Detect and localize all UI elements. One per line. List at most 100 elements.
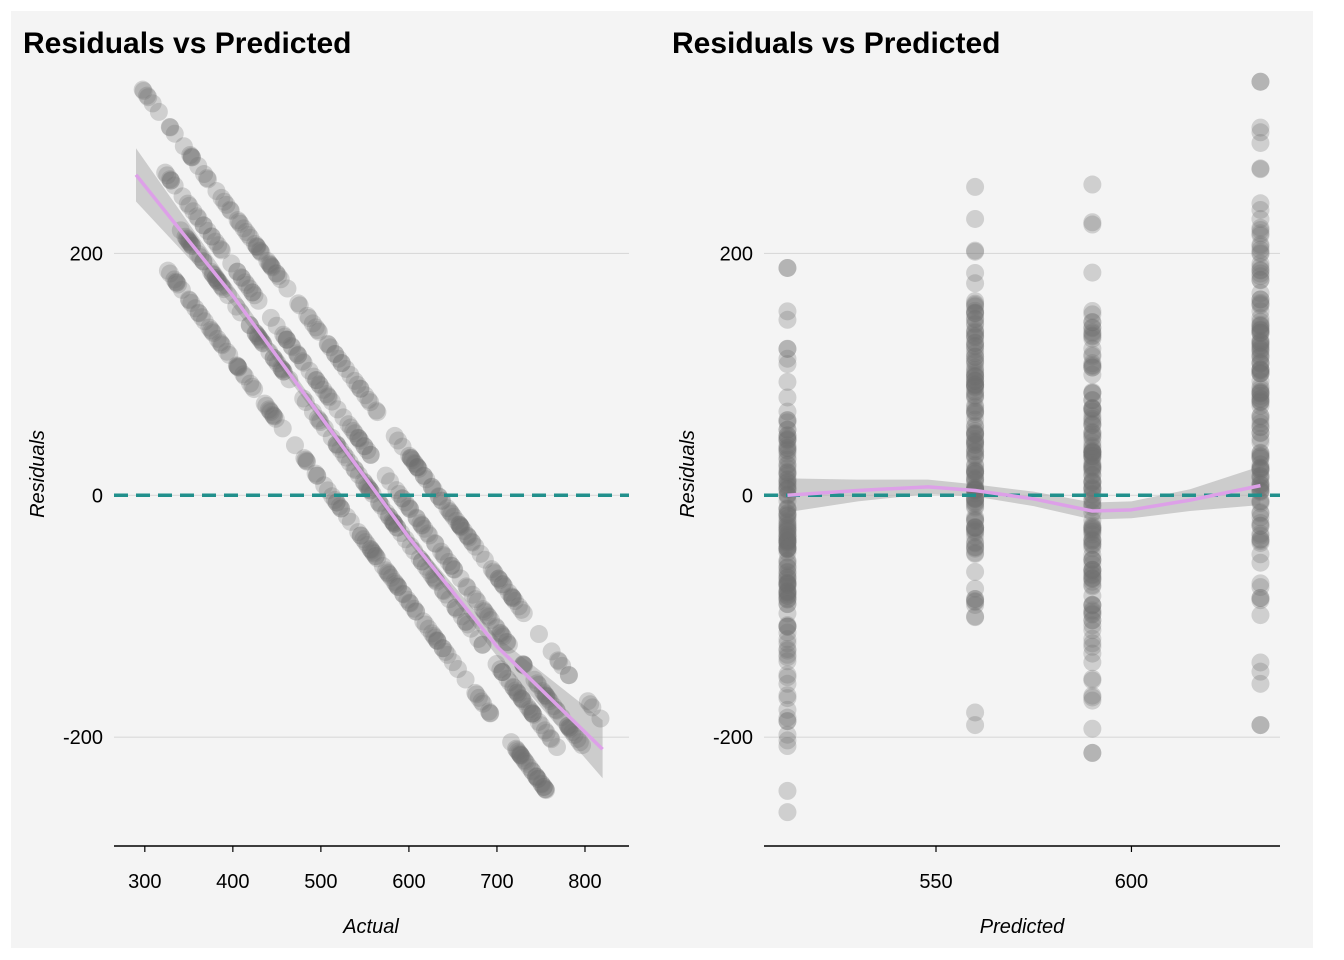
data-point [966,241,985,260]
data-point [544,697,563,716]
data-point [966,523,985,542]
data-point [229,358,248,377]
data-point [778,302,797,321]
data-point [1083,438,1102,457]
data-point [457,577,476,596]
data-point [778,552,797,571]
data-point [778,617,797,636]
data-point [480,704,499,723]
data-point [778,700,797,719]
data-point [778,466,797,485]
data-point [215,192,234,211]
data-point [1251,532,1270,551]
data-point [271,270,290,289]
data-point [241,374,260,393]
data-point [778,537,797,556]
data-point [966,464,985,483]
data-point [1251,347,1270,366]
data-point [416,615,435,634]
data-point [415,519,434,538]
data-point [1083,409,1102,428]
data-point [1083,616,1102,635]
data-point [1251,294,1270,313]
data-point [400,446,419,465]
data-point [161,118,180,137]
data-point [778,420,797,439]
data-point [966,442,985,461]
data-point [490,571,509,590]
data-point [1251,392,1270,411]
data-point [408,457,427,476]
data-point [1083,425,1102,444]
data-point [1251,316,1270,335]
data-point [1251,254,1270,273]
data-point [329,349,348,368]
data-point [266,351,285,370]
data-point [523,704,542,723]
data-point [565,725,584,744]
data-point [298,306,317,325]
data-point [241,228,260,247]
data-point [506,739,525,758]
data-point [778,568,797,587]
data-point [778,498,797,517]
data-point [778,431,797,450]
data-point [384,513,403,532]
data-point [778,258,797,277]
data-point [401,500,420,519]
data-point [158,261,177,280]
data-point [424,626,443,645]
data-point [361,540,380,559]
data-point [1251,443,1270,462]
data-point [778,535,797,554]
data-point [319,335,338,354]
data-point [182,148,201,167]
data-point [1251,514,1270,533]
data-point [481,704,500,723]
data-point [161,170,180,189]
data-point [966,347,985,366]
data-point [1083,611,1102,630]
data-point [406,602,425,621]
data-point [484,562,503,581]
data-point [344,421,363,440]
data-point [1083,411,1102,430]
data-point [778,388,797,407]
data-point [393,437,412,456]
data-point [778,512,797,531]
data-point [228,262,247,281]
data-point [308,466,327,485]
data-point [317,385,336,404]
data-point [426,534,445,553]
data-point [368,403,387,422]
data-point [258,251,277,270]
data-point [1083,443,1102,462]
data-point [966,432,985,451]
data-point [1251,461,1270,480]
data-point [463,585,482,604]
data-point [213,278,232,297]
data-point [1251,267,1270,286]
data-point [246,323,265,342]
data-point [778,470,797,489]
data-point [1083,457,1102,476]
data-point [198,170,217,189]
data-point [778,531,797,550]
data-point [1083,329,1102,348]
data-point [778,558,797,577]
data-point [523,704,542,723]
data-point [966,382,985,401]
data-point [354,530,373,549]
data-point [370,494,389,513]
data-point [778,533,797,552]
data-point [299,309,318,328]
data-point [778,430,797,449]
data-point [1251,444,1270,463]
data-point [403,451,422,470]
data-point [1251,243,1270,262]
data-point [1251,360,1270,379]
data-point [778,583,797,602]
data-point [966,424,985,443]
data-point [227,356,246,375]
data-point [1251,386,1270,405]
